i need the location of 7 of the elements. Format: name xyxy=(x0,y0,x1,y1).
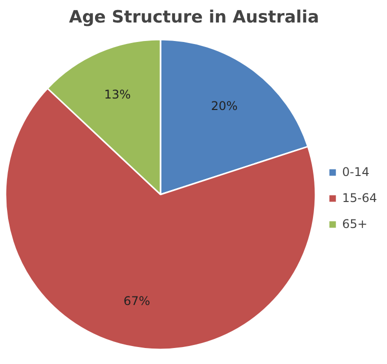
data-label: 67% xyxy=(123,294,150,308)
legend-label: 15-64 xyxy=(342,191,377,205)
data-label: 13% xyxy=(104,87,131,102)
legend-label: 65+ xyxy=(342,217,368,231)
chart-title: Age Structure in Australia xyxy=(68,8,320,28)
data-label: 20% xyxy=(210,99,238,114)
legend-label: 0-14 xyxy=(342,165,370,179)
